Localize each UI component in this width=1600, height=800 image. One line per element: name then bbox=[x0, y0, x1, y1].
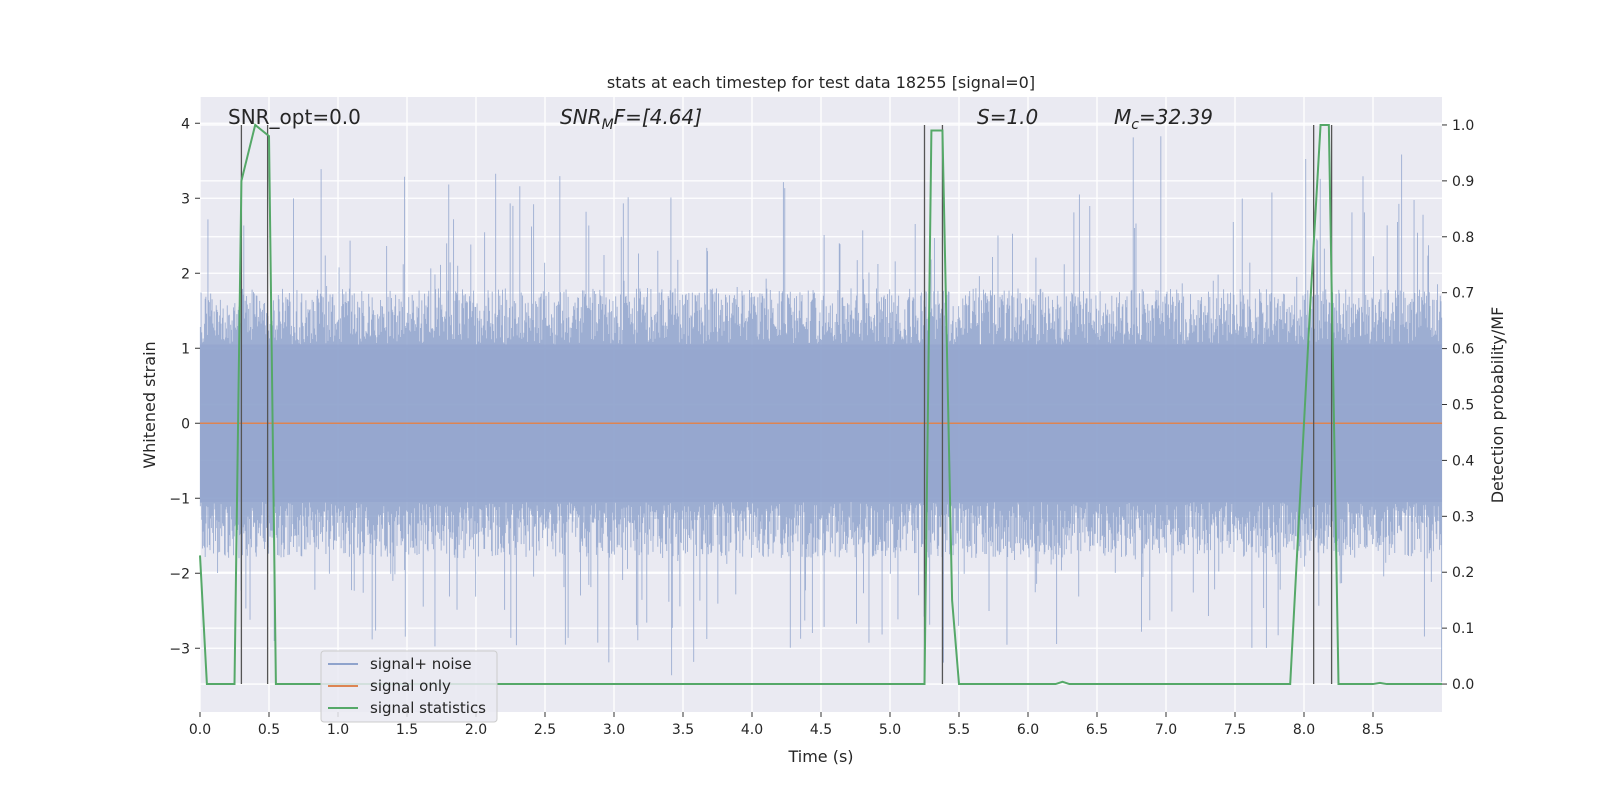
x-tick-label: 2.0 bbox=[465, 722, 487, 738]
y-right-tick-label: 0.1 bbox=[1452, 621, 1474, 637]
y-right-tick-label: 0.0 bbox=[1452, 677, 1474, 693]
x-tick-label: 5.5 bbox=[948, 722, 970, 738]
annotation-snr-opt: SNR_opt=0.0 bbox=[228, 105, 361, 129]
y-left-tick-label: −3 bbox=[169, 641, 190, 657]
x-tick-label: 6.0 bbox=[1017, 722, 1039, 738]
annotation-mc: Mc=32.39 bbox=[1114, 105, 1213, 133]
x-tick-label: 3.0 bbox=[603, 722, 625, 738]
chart-title: stats at each timestep for test data 182… bbox=[607, 73, 1035, 92]
y-left-tick-label: 2 bbox=[181, 266, 190, 282]
legend-box bbox=[320, 650, 498, 723]
x-tick-label: 2.5 bbox=[534, 722, 556, 738]
x-tick-label: 3.5 bbox=[672, 722, 694, 738]
annotation-snr-mf: SNRMF=[4.64] bbox=[560, 105, 702, 133]
mc-base: M bbox=[1114, 105, 1131, 129]
x-tick-label: 1.5 bbox=[396, 722, 418, 738]
y-axis-right-label: Detection probability/MF bbox=[1488, 307, 1507, 504]
y-left-tick-label: 1 bbox=[181, 341, 190, 357]
legend-label-signal-plus-noise: signal+ noise bbox=[370, 655, 472, 673]
y-right-tick-label: 0.2 bbox=[1452, 565, 1474, 581]
x-tick-label: 0.5 bbox=[258, 722, 280, 738]
snr-mf-sub: M bbox=[602, 117, 614, 133]
annotation-s: S=1.0 bbox=[977, 105, 1038, 129]
y-right-tick-label: 0.6 bbox=[1452, 342, 1474, 358]
y-right-tick-label: 1.0 bbox=[1452, 118, 1474, 134]
mc-rest: =32.39 bbox=[1139, 105, 1213, 129]
y-left-tick-label: −1 bbox=[169, 491, 190, 507]
x-axis-label: Time (s) bbox=[787, 747, 853, 766]
y-right-tick-label: 0.9 bbox=[1452, 174, 1474, 190]
y-left-tick-label: 4 bbox=[181, 116, 190, 132]
x-tick-label: 4.5 bbox=[810, 722, 832, 738]
x-tick-label: 7.0 bbox=[1155, 722, 1177, 738]
x-tick-label: 6.5 bbox=[1086, 722, 1108, 738]
x-tick-label: 7.5 bbox=[1224, 722, 1246, 738]
y-right-tick-label: 0.7 bbox=[1452, 286, 1474, 302]
x-tick-label: 5.0 bbox=[879, 722, 901, 738]
y-axis-left-label: Whitened strain bbox=[140, 341, 159, 468]
x-axis-ticks: 0.0 0.5 1.0 1.5 2.0 2.5 3.0 3.5 4.0 4.5 5.0 5.5 6.0 6… bbox=[189, 712, 1384, 738]
legend-label-signal-only: signal only bbox=[370, 677, 451, 695]
y-left-tick-label: −2 bbox=[169, 566, 190, 582]
legend-label-signal-statistics: signal statistics bbox=[370, 699, 486, 717]
y-right-tick-label: 0.3 bbox=[1452, 509, 1474, 525]
signal-statistics-line bbox=[199, 123, 1442, 686]
y-right-tick-label: 0.4 bbox=[1452, 453, 1474, 469]
legend: signal+ noise signal only signal statist… bbox=[320, 650, 498, 723]
x-tick-label: 0.0 bbox=[189, 722, 211, 738]
y-axis-left-ticks: 4 3 2 1 0 −1 −2 −3 bbox=[169, 116, 200, 657]
y-right-tick-label: 0.8 bbox=[1452, 230, 1474, 246]
snr-mf-rest: F=[4.64] bbox=[614, 105, 702, 129]
y-left-tick-label: 3 bbox=[181, 191, 190, 207]
snr-mf-base: SNR bbox=[560, 105, 602, 129]
y-left-tick-label: 0 bbox=[181, 416, 190, 432]
y-right-tick-label: 0.5 bbox=[1452, 398, 1474, 414]
event-markers bbox=[240, 124, 1333, 685]
x-tick-label: 4.0 bbox=[741, 722, 763, 738]
x-tick-label: 8.5 bbox=[1362, 722, 1384, 738]
series-signal-statistics bbox=[199, 123, 1442, 686]
mc-sub: c bbox=[1131, 117, 1139, 133]
y-axis-right-ticks: 1.0 0.9 0.8 0.7 0.6 0.5 0.4 0.3 0.2 0.1 0.0 bbox=[1442, 118, 1474, 693]
x-tick-label: 1.0 bbox=[327, 722, 349, 738]
x-tick-label: 8.0 bbox=[1293, 722, 1315, 738]
